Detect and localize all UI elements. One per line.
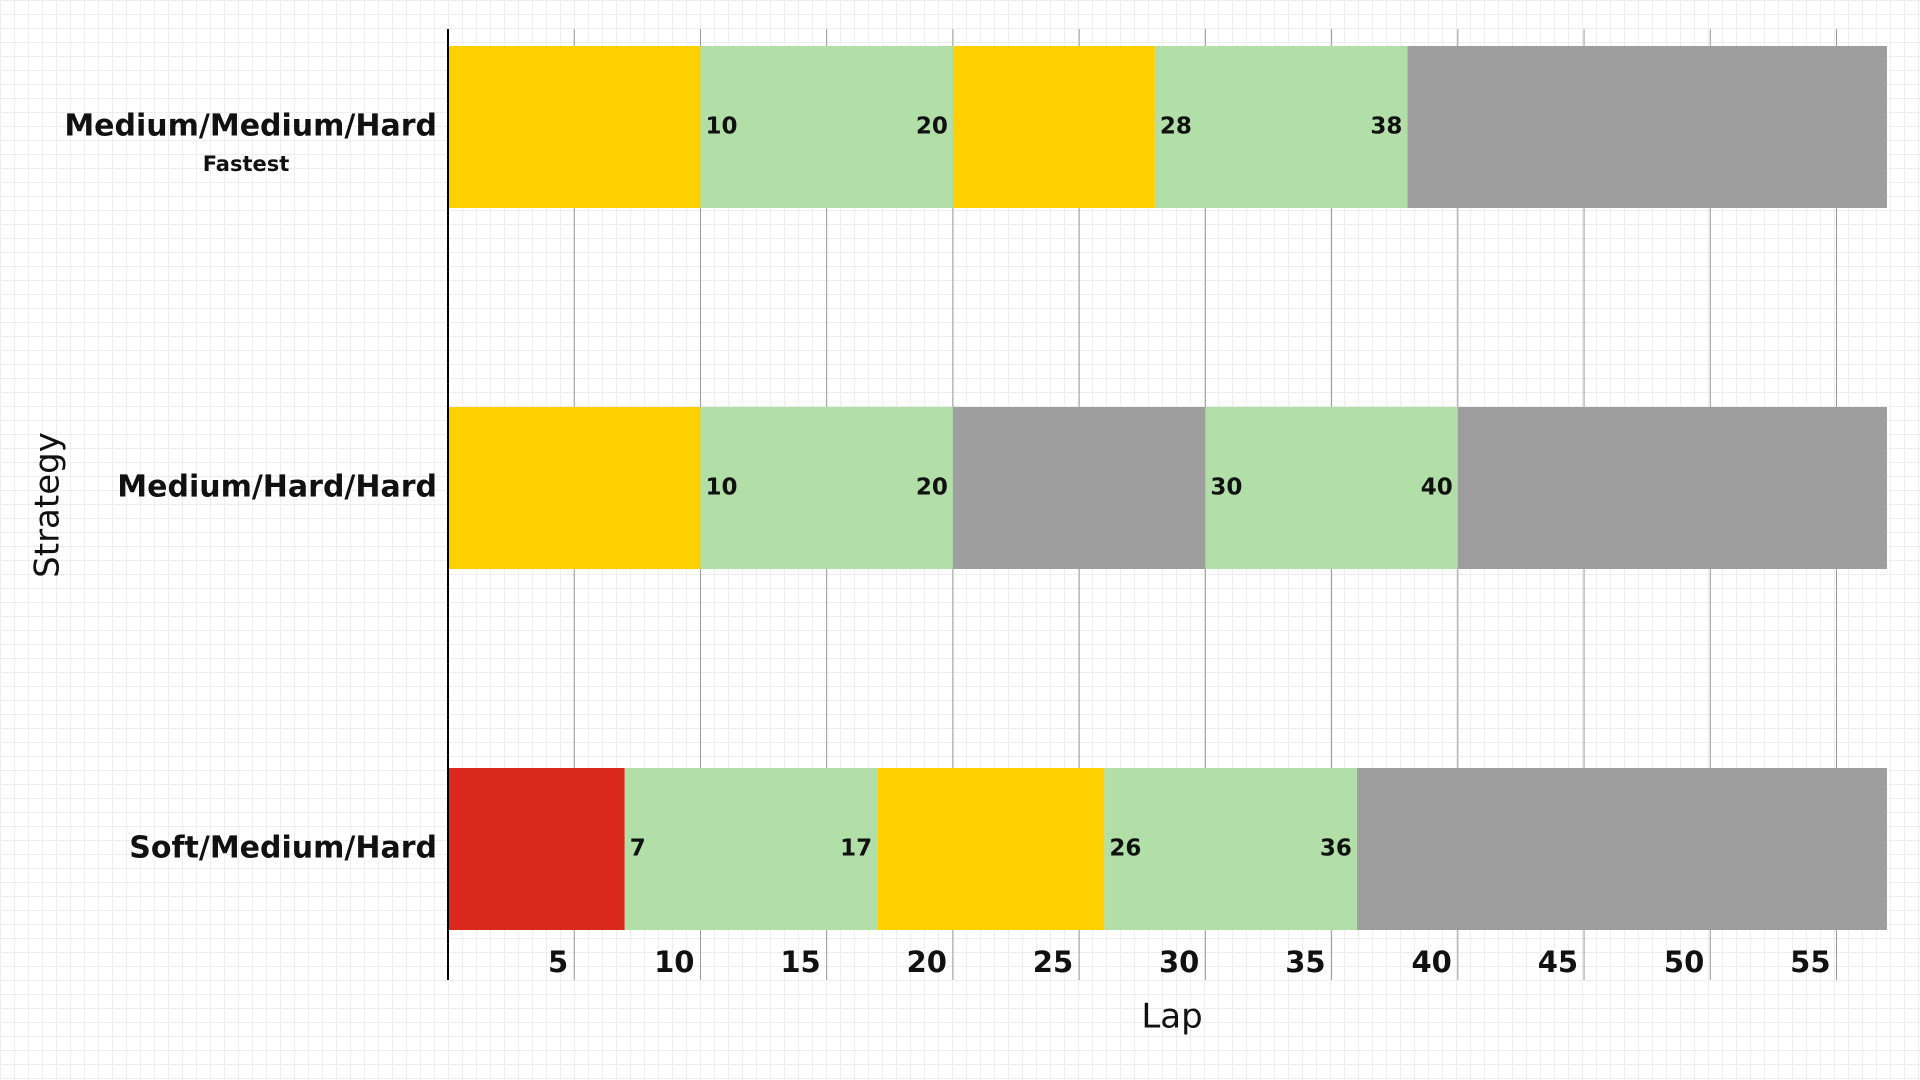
segment-label: 30 bbox=[1210, 475, 1242, 501]
x-tick-label: 25 bbox=[1033, 945, 1073, 979]
segment-label: 10 bbox=[705, 114, 737, 140]
x-axis-label: Lap bbox=[1141, 997, 1202, 1037]
bar-segment bbox=[700, 407, 953, 569]
x-tick-label: 45 bbox=[1538, 945, 1578, 979]
segment-label: 20 bbox=[916, 475, 948, 501]
bar-segment bbox=[1205, 407, 1458, 569]
segment-label: 40 bbox=[1421, 475, 1453, 501]
bar-segment bbox=[448, 407, 701, 569]
bar-segment bbox=[448, 768, 625, 930]
segment-label: 26 bbox=[1109, 836, 1141, 862]
bar-segment bbox=[1104, 768, 1357, 930]
bar-segment bbox=[1407, 46, 1887, 208]
x-tick-label: 35 bbox=[1285, 945, 1325, 979]
bar-segment bbox=[952, 407, 1206, 569]
y-tick-label: Soft/Medium/Hard bbox=[129, 831, 437, 866]
segment-label: 36 bbox=[1320, 836, 1352, 862]
x-tick-label: 15 bbox=[780, 945, 820, 979]
x-tick-label: 40 bbox=[1411, 945, 1451, 979]
x-tick-label: 55 bbox=[1790, 945, 1830, 979]
y-axis-label: Strategy bbox=[28, 432, 68, 578]
bar-segment bbox=[952, 46, 1155, 208]
segment-label: 7 bbox=[630, 836, 646, 862]
bar-segment bbox=[448, 46, 701, 208]
bar-segment bbox=[1154, 46, 1408, 208]
segment-label: 38 bbox=[1370, 114, 1402, 140]
x-tick-label: 30 bbox=[1159, 945, 1199, 979]
x-tick-label: 5 bbox=[548, 945, 568, 979]
bar-segment bbox=[624, 768, 878, 930]
x-tick-label: 50 bbox=[1664, 945, 1704, 979]
x-tick-label: 10 bbox=[654, 945, 694, 979]
bar-segment bbox=[700, 46, 953, 208]
segment-label: 20 bbox=[916, 114, 948, 140]
bar-segment bbox=[1356, 768, 1887, 930]
segment-label: 28 bbox=[1160, 114, 1192, 140]
x-tick-label: 20 bbox=[907, 945, 947, 979]
y-tick-label: Medium/Medium/Hard bbox=[64, 109, 437, 144]
bar-segment bbox=[1457, 407, 1887, 569]
bar-segment bbox=[877, 768, 1105, 930]
row-note: Fastest bbox=[203, 152, 290, 176]
segment-label: 10 bbox=[705, 475, 737, 501]
segment-label: 17 bbox=[840, 836, 872, 862]
y-tick-label: Medium/Hard/Hard bbox=[117, 470, 437, 505]
